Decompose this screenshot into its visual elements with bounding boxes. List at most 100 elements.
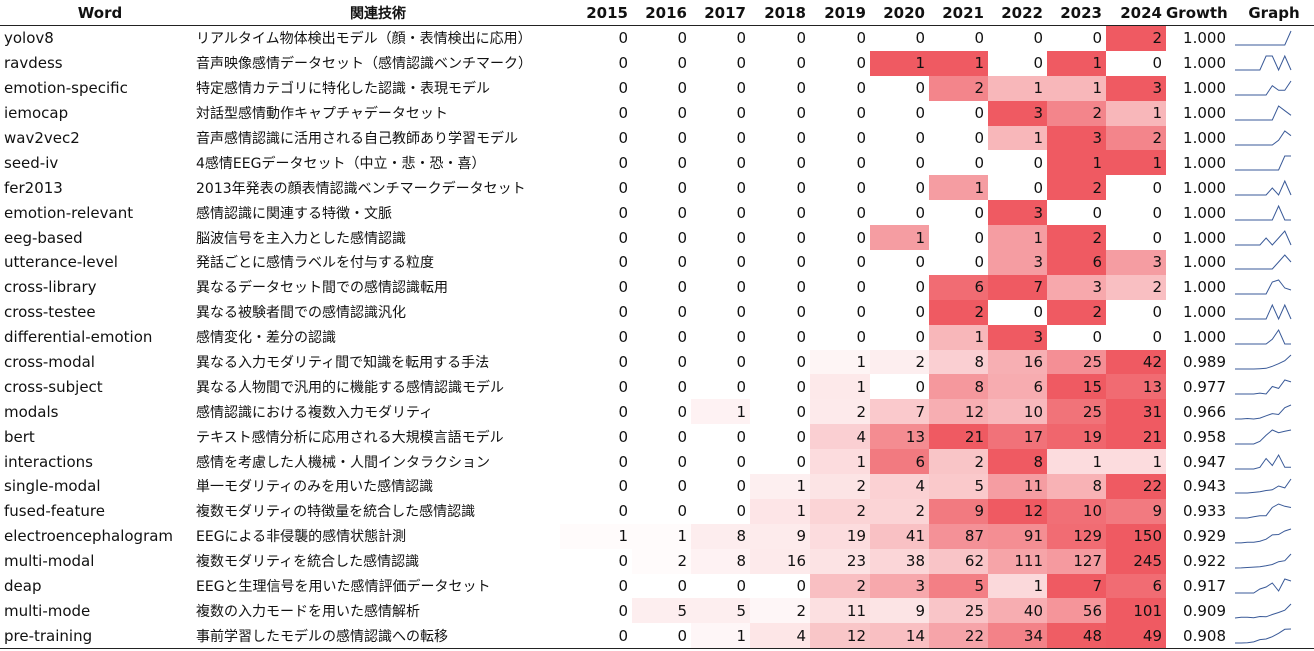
count-cell-2018: 4: [750, 623, 810, 650]
count-cell-2018: 0: [750, 324, 810, 350]
sparkline-chart: [1235, 105, 1292, 121]
keyword-cell: cross-subject: [4, 377, 103, 396]
count-cell-2018: 0: [750, 274, 810, 300]
sparkline-chart: [1235, 528, 1292, 544]
sparkline-chart: [1235, 229, 1292, 246]
tech-description-cell: 異なる入力モダリティ間で知識を転用する手法: [196, 355, 490, 372]
count-cell-2023: 56: [1047, 598, 1106, 624]
count-cell-2015: 0: [560, 100, 632, 126]
count-cell-2016: 0: [632, 299, 691, 325]
count-cell-2021: 0: [929, 25, 988, 51]
tech-description-cell: 複数モダリティを統合した感情認識: [196, 554, 420, 571]
count-cell-2019: 2: [810, 474, 870, 499]
count-cell-2022: 3: [988, 324, 1047, 350]
count-cell-2023: 10: [1047, 498, 1106, 524]
count-cell-2019: 0: [810, 250, 870, 275]
growth-cell: 0.908: [1166, 623, 1230, 650]
sparkline-line: [1235, 354, 1292, 370]
tech-description-cell: 感情認識における複数入力モダリティ: [196, 404, 434, 421]
count-cell-2016: 0: [632, 225, 691, 251]
count-cell-2020: 2: [870, 349, 929, 375]
count-cell-2015: 0: [560, 399, 632, 425]
keyword-cell: cross-modal: [4, 353, 95, 372]
count-cell-2023: 3: [1047, 125, 1106, 151]
sparkline-cell: [1230, 300, 1314, 325]
sparkline-line: [1235, 229, 1292, 246]
count-cell-2015: 0: [560, 623, 632, 650]
header-graph: Graph: [1230, 0, 1314, 26]
growth-cell: 1.000: [1183, 153, 1226, 172]
count-cell-2020: 6: [870, 449, 929, 475]
growth-cell: 1.000: [1183, 303, 1226, 322]
count-cell-2020: 0: [870, 250, 929, 275]
keyword-cell: seed-iv: [4, 153, 59, 172]
count-cell-2021: 5: [929, 474, 988, 499]
sparkline-cell: [1230, 399, 1314, 424]
count-cell-2019: 19: [810, 523, 870, 549]
sparkline-cell: [1230, 524, 1314, 549]
count-cell-2018: 0: [750, 424, 810, 450]
keyword-cell: emotion-specific: [4, 79, 128, 98]
count-cell-2019: 23: [810, 548, 870, 574]
sparkline-line: [1235, 528, 1292, 544]
count-cell-2021: 22: [929, 623, 988, 650]
sparkline-cell: [1230, 101, 1314, 126]
sparkline-cell: [1230, 574, 1314, 599]
count-cell-2015: 0: [560, 50, 632, 76]
sparkline-chart: [1235, 503, 1292, 519]
tech-description-cell: 音声感情認識に活用される自己教師あり学習モデル: [196, 131, 518, 147]
count-cell-2021: 21: [929, 424, 988, 450]
growth-cell: 1.000: [1183, 228, 1226, 247]
count-cell-2017: 1: [691, 623, 750, 650]
table-row: differential-emotion 感情変化・差分の認識 0 0 0 0 0 0 1 3 0 0…: [0, 324, 1314, 350]
count-cell-2015: 0: [560, 349, 632, 375]
count-cell-2017: 0: [691, 274, 750, 300]
table-row: eeg-based 脳波信号を主入力とした感情認識 0 0 0 0 0 1 0 1 2 0 1.000: [0, 225, 1314, 251]
count-cell-2016: 0: [632, 374, 691, 400]
table-row: single-modal 単一モダリティのみを用いた感情認識 0 0 0 1 2 4 5 11 8 2…: [0, 474, 1314, 499]
count-cell-2024: 0: [1106, 225, 1166, 251]
count-cell-2023: 1: [1047, 449, 1106, 475]
tech-description-cell: 異なる人物間で汎用的に機能する感情認識モデル: [196, 379, 504, 396]
count-cell-2018: 2: [750, 598, 810, 624]
sparkline-chart: [1235, 303, 1292, 321]
count-cell-2016: 0: [632, 150, 691, 176]
sparkline-line: [1235, 279, 1292, 295]
count-cell-2020: 9: [870, 598, 929, 624]
table-row: fer2013 2013年発表の顔表情認識ベンチマークデータセット 0 0 0 0 0 0 1 0…: [0, 175, 1314, 201]
sparkline-line: [1235, 429, 1292, 445]
sparkline-cell: [1230, 200, 1314, 225]
count-cell-2024: 2: [1106, 25, 1166, 51]
tech-description-cell: 脳波信号を主入力とした感情認識: [196, 230, 406, 247]
sparkline-chart: [1235, 80, 1292, 96]
sparkline-chart: [1235, 55, 1292, 72]
count-cell-2021: 25: [929, 598, 988, 624]
table-row: seed-iv 4感情EEGデータセット（中立・悲・恐・喜） 0 0 0 0 0 0 0 0 1 1 1…: [0, 150, 1314, 176]
count-cell-2021: 5: [929, 573, 988, 599]
count-cell-2023: 2: [1047, 175, 1106, 201]
count-cell-2020: 3: [870, 573, 929, 599]
count-cell-2019: 0: [810, 150, 870, 176]
count-cell-2022: 3: [988, 100, 1047, 126]
growth-cell: 1.000: [1183, 278, 1226, 297]
count-cell-2020: 0: [870, 200, 929, 226]
count-cell-2018: 0: [750, 225, 810, 251]
count-cell-2024: 0: [1106, 299, 1166, 325]
tech-description-cell: 対話型感情動作キャプチャデータセット: [196, 106, 448, 123]
sparkline-chart: [1235, 329, 1291, 345]
sparkline-cell: [1230, 26, 1314, 51]
keyword-cell: pre-training: [0, 623, 196, 650]
table-row: cross-library 異なるデータセット間での感情認識転用 0 0 0 0 0 0 6 7 3…: [0, 274, 1314, 300]
sparkline-cell: [1230, 350, 1314, 375]
header-year-2015: 2015: [560, 0, 632, 26]
count-cell-2022: 1: [988, 225, 1047, 251]
header-year-2024: 2024: [1106, 0, 1166, 26]
sparkline-cell: [1230, 150, 1314, 175]
count-cell-2021: 6: [929, 274, 988, 300]
count-cell-2016: 1: [632, 523, 691, 549]
sparkline-chart: [1235, 279, 1292, 295]
count-cell-2019: 0: [810, 299, 870, 325]
count-cell-2023: 0: [1047, 25, 1106, 51]
count-cell-2020: 14: [870, 623, 929, 650]
count-cell-2019: 0: [810, 274, 870, 300]
